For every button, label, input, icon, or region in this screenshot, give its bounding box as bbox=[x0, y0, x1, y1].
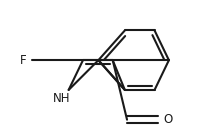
Text: O: O bbox=[163, 113, 173, 126]
Text: F: F bbox=[20, 54, 27, 67]
Text: NH: NH bbox=[53, 92, 71, 105]
